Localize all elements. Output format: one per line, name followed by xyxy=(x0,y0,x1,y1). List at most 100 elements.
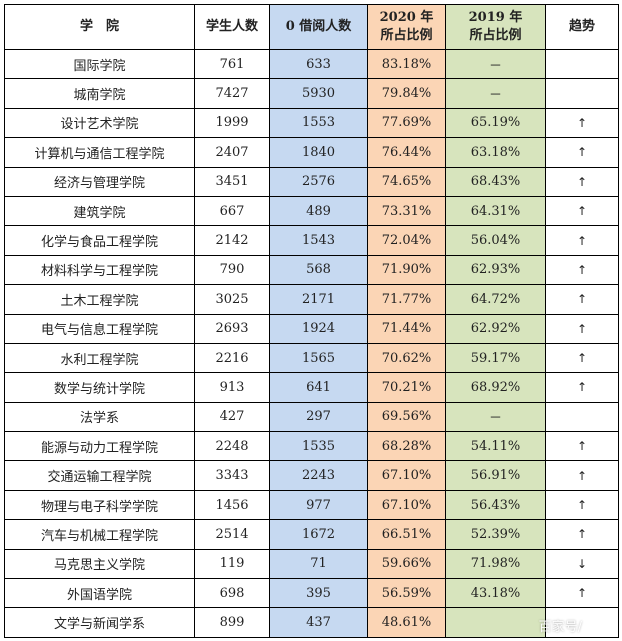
ratio-table: 学 院 学生人数 0 借阅人数 2020 年 所占比例 2019 年 所占比例 … xyxy=(4,4,619,638)
cell-zero-borrow: 437 xyxy=(269,607,368,638)
cell-zero-borrow: 1565 xyxy=(269,342,368,374)
cell-ratio-2020: 71.77% xyxy=(367,284,446,315)
cell-ratio-2019: － xyxy=(445,78,546,109)
cell-zero-borrow: 1535 xyxy=(269,431,368,462)
cell-students: 2514 xyxy=(194,519,270,550)
cell-ratio-2020: 56.59% xyxy=(367,578,446,609)
cell-students: 2407 xyxy=(194,137,270,168)
cell-trend: ↑ xyxy=(545,489,619,521)
cell-students: 667 xyxy=(194,195,270,227)
cell-ratio-2019: 56.91% xyxy=(445,460,546,491)
cell-trend: ↑ xyxy=(545,431,619,462)
header-ratio-2020-line1: 2020 年 xyxy=(379,10,434,25)
cell-ratio-2019: 65.19% xyxy=(445,107,546,139)
cell-ratio-2020: 67.10% xyxy=(367,489,446,521)
cell-college: 国际学院 xyxy=(4,48,195,80)
table-row: 交通运输工程学院 3343 2243 67.10% 56.91% ↑ xyxy=(4,460,619,491)
cell-ratio-2020: 74.65% xyxy=(367,166,446,197)
cell-zero-borrow: 395 xyxy=(269,578,368,609)
cell-ratio-2019: 43.18% xyxy=(445,578,546,609)
cell-college: 城南学院 xyxy=(4,78,195,109)
header-zero-borrow: 0 借阅人数 xyxy=(269,4,368,50)
table-row: 文学与新闻学系 899 437 48.61% xyxy=(4,607,619,638)
cell-trend: ↑ xyxy=(545,519,619,550)
table-row: 材料科学与工程学院 790 568 71.90% 62.93% ↑ xyxy=(4,254,619,286)
cell-college: 计算机与通信工程学院 xyxy=(4,137,195,168)
table-row: 外国语学院 698 395 56.59% 43.18% ↑ xyxy=(4,578,619,609)
cell-students: 899 xyxy=(194,607,270,638)
cell-ratio-2019 xyxy=(445,607,546,638)
table-row: 能源与动力工程学院 2248 1535 68.28% 54.11% ↑ xyxy=(4,431,619,462)
cell-college: 物理与电子科学学院 xyxy=(4,489,195,521)
cell-students: 2216 xyxy=(194,342,270,374)
cell-college: 材料科学与工程学院 xyxy=(4,254,195,286)
cell-ratio-2020: 66.51% xyxy=(367,519,446,550)
cell-ratio-2020: 70.21% xyxy=(367,372,446,403)
cell-college: 电气与信息工程学院 xyxy=(4,313,195,344)
cell-ratio-2019: 64.31% xyxy=(445,195,546,227)
cell-trend xyxy=(545,607,619,638)
cell-zero-borrow: 2243 xyxy=(269,460,368,491)
header-ratio-2019-line1: 2019 年 xyxy=(468,10,523,25)
cell-zero-borrow: 1543 xyxy=(269,225,368,256)
cell-students: 1456 xyxy=(194,489,270,521)
header-ratio-2020: 2020 年 所占比例 xyxy=(367,4,446,50)
cell-trend: ↑ xyxy=(545,254,619,286)
cell-ratio-2020: 69.56% xyxy=(367,401,446,433)
cell-students: 698 xyxy=(194,578,270,609)
cell-ratio-2020: 71.90% xyxy=(367,254,446,286)
cell-ratio-2020: 71.44% xyxy=(367,313,446,344)
cell-trend xyxy=(545,78,619,109)
table-row: 汽车与机械工程学院 2514 1672 66.51% 52.39% ↑ xyxy=(4,519,619,550)
cell-zero-borrow: 2576 xyxy=(269,166,368,197)
cell-ratio-2019: 56.04% xyxy=(445,225,546,256)
cell-trend: ↑ xyxy=(545,225,619,256)
cell-college: 设计艺术学院 xyxy=(4,107,195,139)
header-trend: 趋势 xyxy=(545,4,619,50)
cell-zero-borrow: 5930 xyxy=(269,78,368,109)
cell-students: 3451 xyxy=(194,166,270,197)
cell-college: 能源与动力工程学院 xyxy=(4,431,195,462)
table-row: 经济与管理学院 3451 2576 74.65% 68.43% ↑ xyxy=(4,166,619,197)
cell-ratio-2019: － xyxy=(445,48,546,80)
cell-students: 2693 xyxy=(194,313,270,344)
cell-college: 数学与统计学院 xyxy=(4,372,195,403)
table-row: 马克思主义学院 119 71 59.66% 71.98% ↓ xyxy=(4,548,619,580)
cell-zero-borrow: 1553 xyxy=(269,107,368,139)
header-college: 学 院 xyxy=(4,4,195,50)
cell-ratio-2019: 68.92% xyxy=(445,372,546,403)
cell-college: 马克思主义学院 xyxy=(4,548,195,580)
cell-trend: ↑ xyxy=(545,313,619,344)
cell-ratio-2019: 71.98% xyxy=(445,548,546,580)
cell-trend: ↑ xyxy=(545,460,619,491)
cell-trend: ↓ xyxy=(545,548,619,580)
cell-trend: ↑ xyxy=(545,166,619,197)
cell-students: 790 xyxy=(194,254,270,286)
table-row: 设计艺术学院 1999 1553 77.69% 65.19% ↑ xyxy=(4,107,619,139)
cell-trend: ↑ xyxy=(545,372,619,403)
cell-ratio-2019: 52.39% xyxy=(445,519,546,550)
table-row: 土木工程学院 3025 2171 71.77% 64.72% ↑ xyxy=(4,284,619,315)
cell-ratio-2020: 70.62% xyxy=(367,342,446,374)
cell-students: 2248 xyxy=(194,431,270,462)
table-row: 电气与信息工程学院 2693 1924 71.44% 62.92% ↑ xyxy=(4,313,619,344)
cell-zero-borrow: 489 xyxy=(269,195,368,227)
watermark: 百家号/ xyxy=(538,620,582,635)
header-ratio-2019-line2: 所占比例 xyxy=(469,28,522,43)
cell-students: 1999 xyxy=(194,107,270,139)
cell-college: 建筑学院 xyxy=(4,195,195,227)
cell-zero-borrow: 297 xyxy=(269,401,368,433)
cell-students: 119 xyxy=(194,548,270,580)
header-ratio-2019: 2019 年 所占比例 xyxy=(445,4,546,50)
cell-college: 外国语学院 xyxy=(4,578,195,609)
cell-ratio-2019: 68.43% xyxy=(445,166,546,197)
cell-ratio-2019: 62.93% xyxy=(445,254,546,286)
cell-ratio-2020: 79.84% xyxy=(367,78,446,109)
cell-trend: ↑ xyxy=(545,195,619,227)
header-ratio-2020-line2: 所占比例 xyxy=(380,28,433,43)
cell-ratio-2020: 76.44% xyxy=(367,137,446,168)
cell-college: 文学与新闻学系 xyxy=(4,607,195,638)
cell-ratio-2019: 56.43% xyxy=(445,489,546,521)
cell-zero-borrow: 1840 xyxy=(269,137,368,168)
cell-college: 交通运输工程学院 xyxy=(4,460,195,491)
